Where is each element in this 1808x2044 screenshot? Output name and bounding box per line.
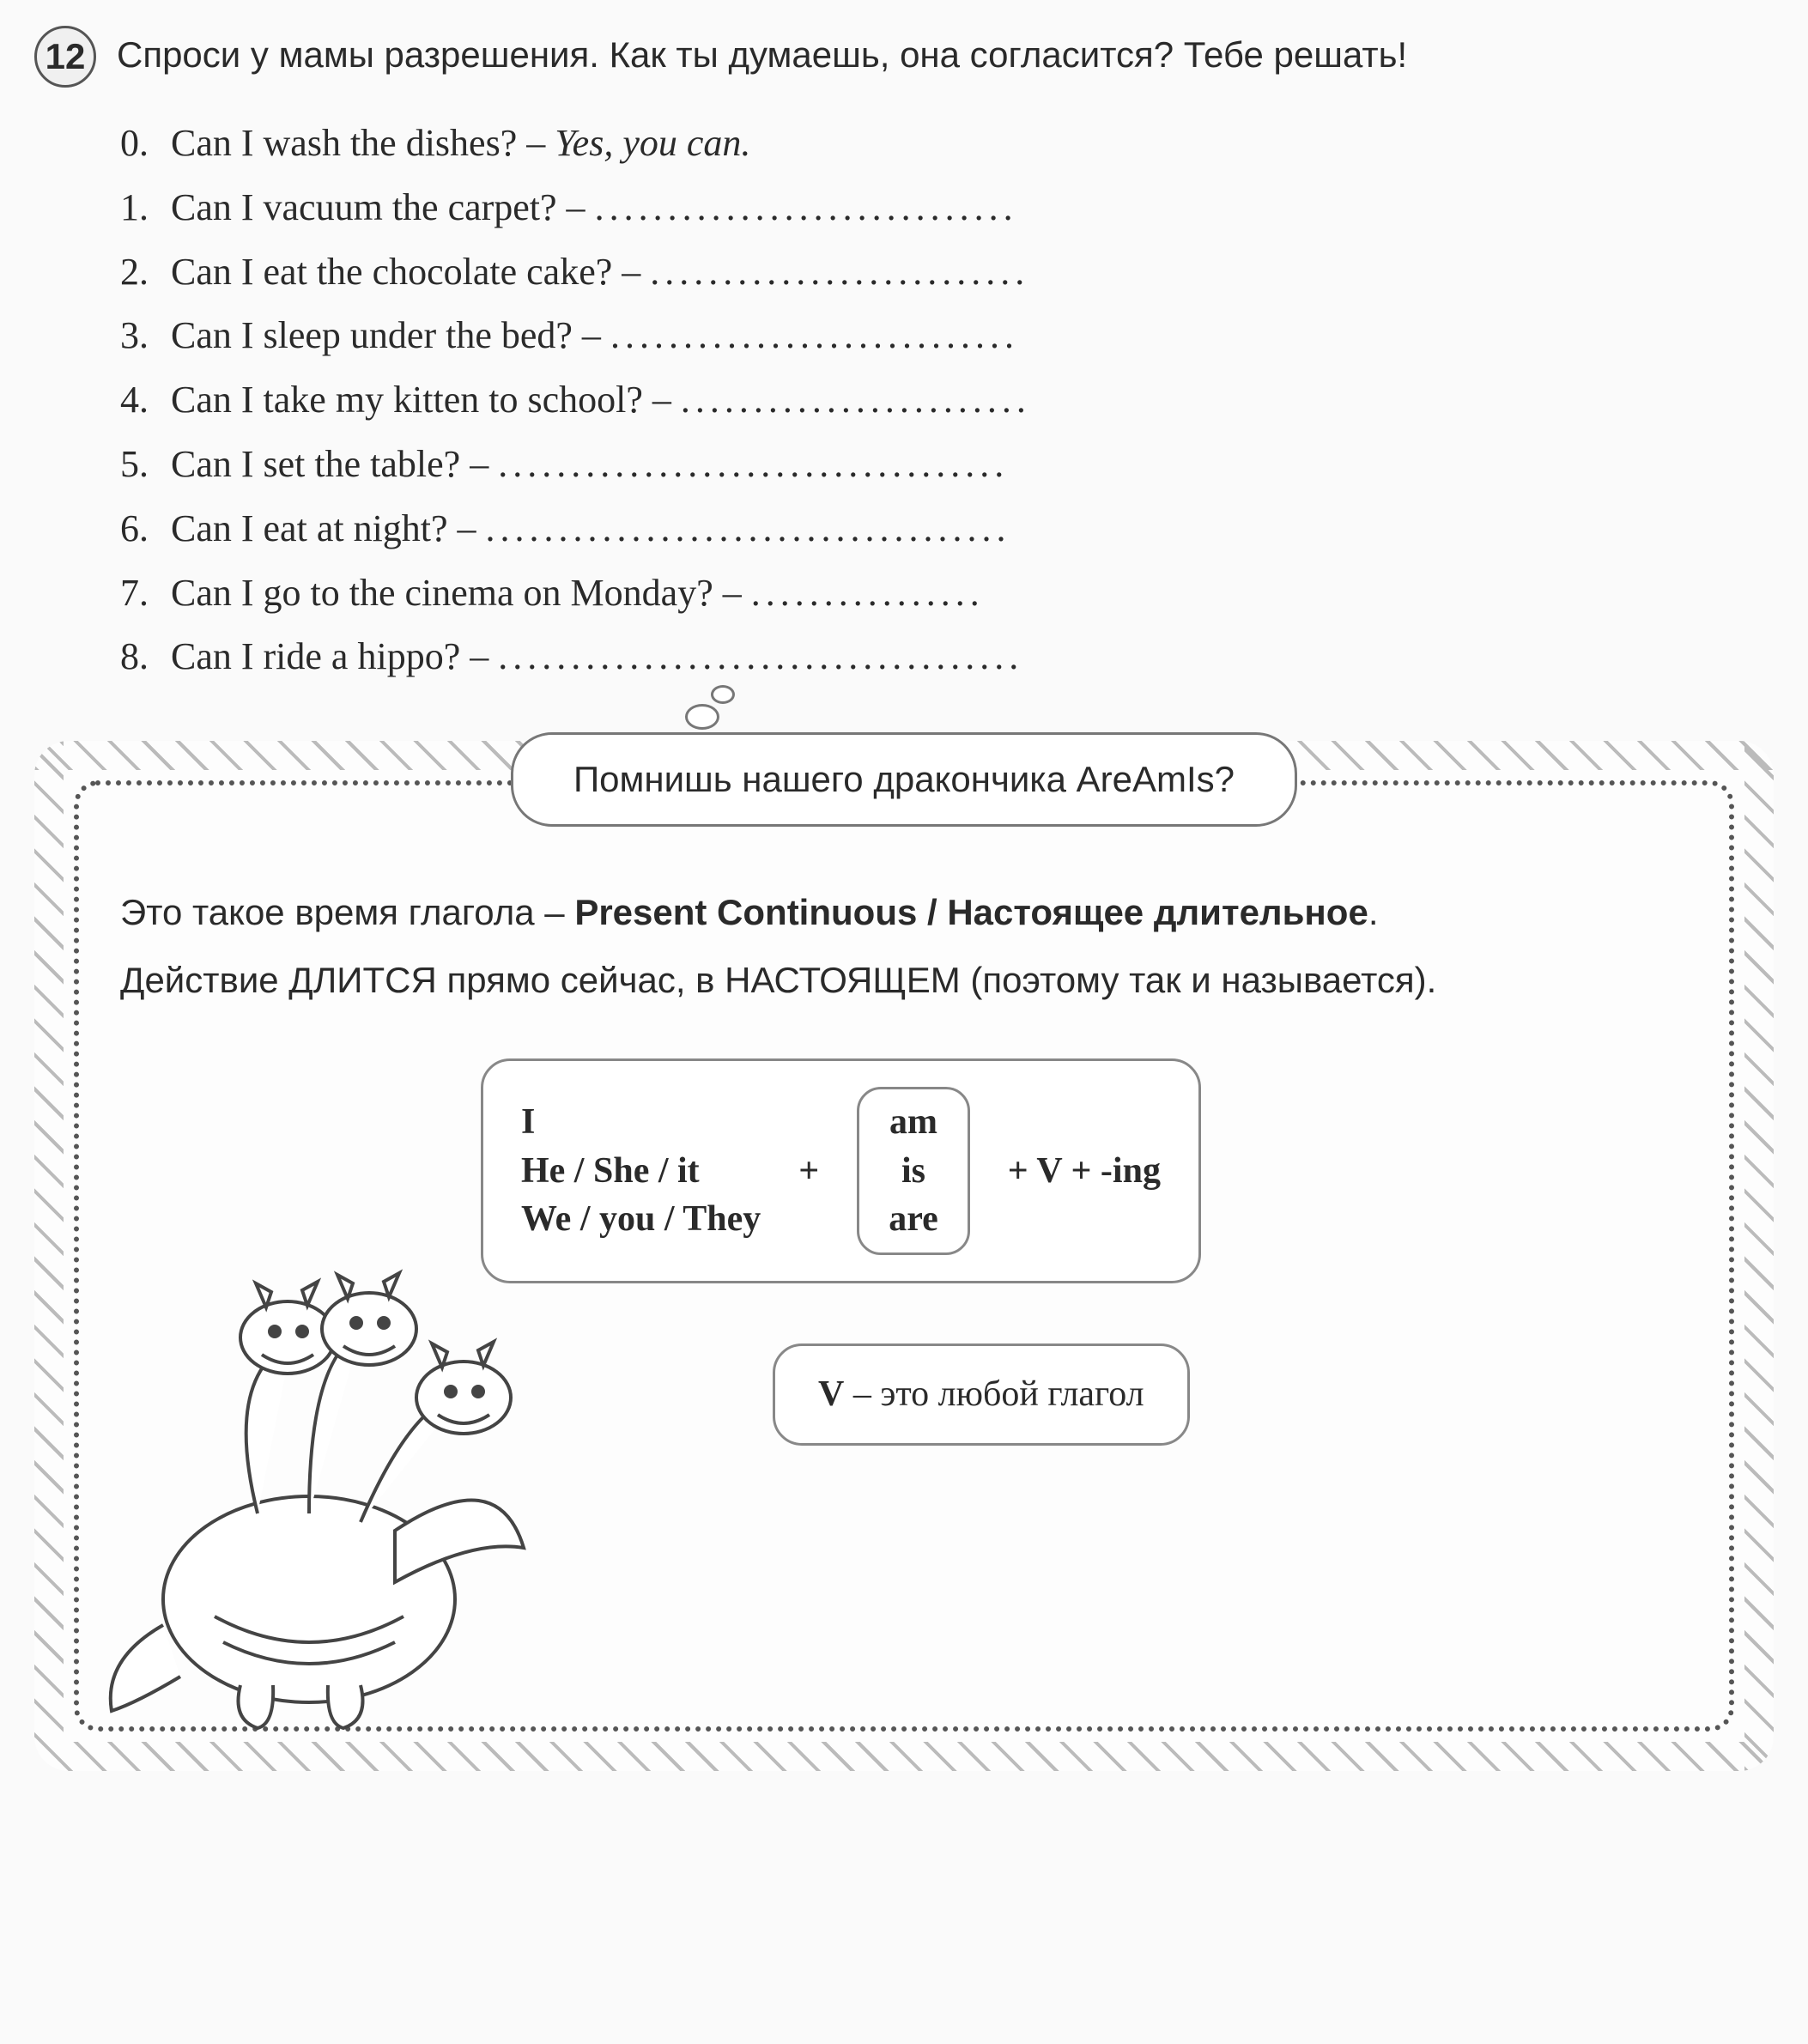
item-answer-blank[interactable]: ................................... bbox=[498, 443, 1009, 485]
be-is: is bbox=[889, 1147, 938, 1196]
exercise-item: 4. Can I take my kitten to school? – ...… bbox=[120, 368, 1774, 433]
item-number: 4. bbox=[120, 368, 161, 433]
grammar-line-2: Действие ДЛИТСЯ прямо сейчас, в НАСТОЯЩЕ… bbox=[120, 955, 1688, 1007]
item-answer-blank[interactable]: .................................... bbox=[498, 635, 1023, 677]
exercise-item: 6. Can I eat at night? – ...............… bbox=[120, 497, 1774, 561]
grammar-formula: I He / She / it We / you / They + am is … bbox=[481, 1058, 1688, 1283]
pronoun-he: He / She / it bbox=[521, 1147, 761, 1196]
formula-plus-2: + V + -ing bbox=[1008, 1145, 1161, 1198]
be-are: are bbox=[889, 1195, 938, 1244]
item-number: 1. bbox=[120, 176, 161, 240]
exercise-item: 1. Can I vacuum the carpet? – ..........… bbox=[120, 176, 1774, 240]
item-number: 7. bbox=[120, 561, 161, 626]
note-v: V bbox=[818, 1374, 844, 1414]
item-answer-given: Yes, you can. bbox=[555, 122, 750, 164]
exercise-header: 12 Спроси у мамы разрешения. Как ты дума… bbox=[34, 26, 1774, 88]
item-question: Can I sleep under the bed? – bbox=[161, 314, 610, 356]
item-question: Can I go to the cinema on Monday? – bbox=[161, 572, 751, 614]
item-answer-blank[interactable]: ................ bbox=[751, 572, 985, 614]
exercise-item: 5. Can I set the table? – ..............… bbox=[120, 433, 1774, 497]
item-question: Can I take my kitten to school? – bbox=[161, 379, 681, 421]
exercise-item: 3. Can I sleep under the bed? – ........… bbox=[120, 304, 1774, 368]
grammar-line-1c: . bbox=[1368, 892, 1379, 932]
item-number: 3. bbox=[120, 304, 161, 368]
grammar-bubble: Помнишь нашего дракончика AreAmIs? bbox=[511, 732, 1297, 827]
item-number: 2. bbox=[120, 240, 161, 305]
formula-pronouns: I He / She / it We / you / They bbox=[521, 1098, 761, 1244]
item-question: Can I wash the dishes? – bbox=[161, 122, 555, 164]
item-answer-blank[interactable]: .......................... bbox=[650, 251, 1029, 293]
grammar-line-1a: Это такое время глагола – bbox=[120, 892, 574, 932]
item-number: 5. bbox=[120, 433, 161, 497]
grammar-box: Помнишь нашего дракончика AreAmIs? Это т… bbox=[34, 741, 1774, 1771]
item-answer-blank[interactable]: ........................ bbox=[681, 379, 1031, 421]
formula-be: am is are bbox=[857, 1087, 970, 1255]
exercise-instruction: Спроси у мамы разрешения. Как ты думаешь… bbox=[117, 26, 1407, 80]
formula-box: I He / She / it We / you / They + am is … bbox=[481, 1058, 1201, 1283]
item-number: 8. bbox=[120, 625, 161, 689]
item-question: Can I vacuum the carpet? – bbox=[161, 186, 595, 228]
exercise-item: 2. Can I eat the chocolate cake? – .....… bbox=[120, 240, 1774, 305]
note-rest: – это любой глагол bbox=[844, 1374, 1144, 1414]
item-question: Can I eat at night? – bbox=[161, 507, 486, 549]
item-question: Can I eat the chocolate cake? – bbox=[161, 251, 650, 293]
dragon-illustration bbox=[86, 1256, 532, 1737]
item-number: 0. bbox=[120, 112, 161, 176]
item-answer-blank[interactable]: .................................... bbox=[486, 507, 1011, 549]
item-question: Can I ride a hippo? – bbox=[161, 635, 498, 677]
item-question: Can I set the table? – bbox=[161, 443, 498, 485]
be-am: am bbox=[889, 1098, 938, 1147]
grammar-note: V – это любой глагол bbox=[773, 1343, 1190, 1446]
exercise-item: 8. Can I ride a hippo? – ...............… bbox=[120, 625, 1774, 689]
exercise-item: 7. Can I go to the cinema on Monday? – .… bbox=[120, 561, 1774, 626]
pronoun-i: I bbox=[521, 1098, 761, 1147]
item-answer-blank[interactable]: ............................. bbox=[595, 186, 1018, 228]
exercise-item: 0. Can I wash the dishes? – Yes, you can… bbox=[120, 112, 1774, 176]
item-answer-blank[interactable]: ............................ bbox=[610, 314, 1019, 356]
exercise-items: 0. Can I wash the dishes? – Yes, you can… bbox=[120, 112, 1774, 689]
grammar-line-1: Это такое время глагола – Present Contin… bbox=[120, 887, 1688, 939]
pronoun-we: We / you / They bbox=[521, 1195, 761, 1244]
formula-plus-1: + bbox=[798, 1145, 819, 1198]
grammar-line-1b: Present Continuous / Настоящее длительно… bbox=[574, 892, 1368, 932]
exercise-number: 12 bbox=[34, 26, 96, 88]
item-number: 6. bbox=[120, 497, 161, 561]
